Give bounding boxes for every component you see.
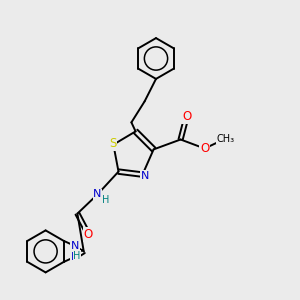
Text: S: S xyxy=(109,137,116,150)
Text: O: O xyxy=(182,110,191,123)
Text: O: O xyxy=(200,142,209,155)
Text: H: H xyxy=(102,195,110,206)
Text: O: O xyxy=(84,228,93,241)
Text: N: N xyxy=(71,252,80,262)
Text: N: N xyxy=(71,241,80,251)
Text: N: N xyxy=(93,189,102,200)
Text: CH₃: CH₃ xyxy=(217,134,235,144)
Text: N: N xyxy=(141,171,149,181)
Text: H: H xyxy=(73,251,80,261)
